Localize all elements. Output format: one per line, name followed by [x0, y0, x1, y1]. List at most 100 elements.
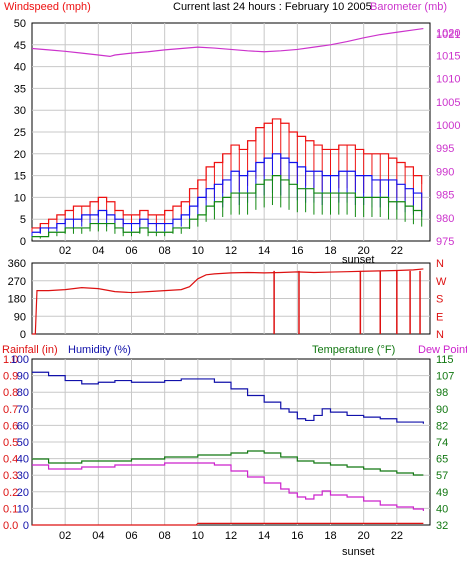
wind-xtick-18: 18 [324, 245, 336, 257]
wind-xtick-08: 08 [159, 245, 171, 257]
baro-tick-1010: 1010 [436, 74, 460, 86]
clim-xtick-12: 12 [225, 530, 237, 542]
dir-compass-3: E [436, 311, 443, 323]
temp-tick-49: 49 [436, 487, 448, 499]
hum-tick-40: 40 [17, 454, 29, 466]
hum-tick-30: 30 [17, 470, 29, 482]
wind-xtick-10: 10 [192, 245, 204, 257]
wind-tick-10: 10 [14, 192, 26, 204]
temp-tick-65: 65 [436, 454, 448, 466]
wind-tick-20: 20 [14, 149, 26, 161]
baro-tick-top: 1021 [436, 29, 460, 41]
baro-tick-1020: 1020 [436, 27, 460, 39]
clim-xtick-22: 22 [391, 530, 403, 542]
wind-tick-30: 30 [14, 105, 26, 117]
dir-series [32, 268, 424, 335]
wind-series-wind_green [32, 175, 423, 238]
clim-xtick-20: 20 [358, 530, 370, 542]
wind-tick-25: 25 [14, 127, 26, 139]
clim-xtick-08: 08 [159, 530, 171, 542]
temp-tick-82: 82 [436, 420, 448, 432]
sunset-label-top: sunset [342, 254, 374, 266]
clim-series-rain [32, 522, 424, 526]
wind-xtick-04: 04 [92, 245, 104, 257]
rain-tick-0.0: 0.0 [3, 520, 18, 532]
barometer-axis-label: Barometer (mb) [370, 1, 447, 13]
clim-xtick-18: 18 [324, 530, 336, 542]
wind-xtick-14: 14 [258, 245, 270, 257]
temp-tick-57: 57 [436, 470, 448, 482]
clim-xtick-02: 02 [59, 530, 71, 542]
rain-tick-0.3: 0.3 [3, 470, 18, 482]
dir-tick-270: 270 [8, 276, 26, 288]
windspeed-axis-label: Windspeed (mph) [4, 1, 91, 13]
dir-compass-4: N [436, 329, 444, 341]
humidity-axis-label: Humidity (%) [68, 344, 131, 356]
temp-tick-32: 32 [436, 520, 448, 532]
temp-tick-74: 74 [436, 437, 448, 449]
wind-tick-45: 45 [14, 40, 26, 52]
wind-series-barometer [31, 27, 424, 58]
dir-tick-90: 90 [14, 311, 26, 323]
wind-xtick-02: 02 [59, 245, 71, 257]
rain-tick-0.5: 0.5 [3, 437, 18, 449]
rain-tick-0.2: 0.2 [3, 487, 18, 499]
dir-compass-1: W [436, 276, 447, 288]
hum-tick-80: 80 [17, 387, 29, 399]
temperature-axis-label: Temperature (°F) [312, 344, 395, 356]
temp-tick-40: 40 [436, 503, 448, 515]
hum-tick-60: 60 [17, 420, 29, 432]
wind-xtick-12: 12 [225, 245, 237, 257]
hum-tick-70: 70 [17, 404, 29, 416]
rain-tick-0.7: 0.7 [3, 404, 18, 416]
hum-tick-100: 100 [11, 354, 29, 366]
clim-xtick-06: 06 [125, 530, 137, 542]
wind-tick-5: 5 [20, 214, 26, 226]
rainfall-axis-label: Rainfall (in) [2, 344, 58, 356]
dir-tick-0: 0 [20, 329, 26, 341]
clim-series-temperature [32, 450, 424, 476]
rain-tick-0.1: 0.1 [3, 503, 18, 515]
rain-tick-0.8: 0.8 [3, 387, 18, 399]
rain-tick-1.0: 1.0 [3, 354, 18, 366]
wind-tick-0: 0 [20, 236, 26, 248]
dir-tick-360: 360 [8, 258, 26, 270]
dir-compass-0: N [436, 258, 444, 270]
rain-tick-0.4: 0.4 [3, 454, 18, 466]
hum-tick-50: 50 [17, 437, 29, 449]
wind-xtick-16: 16 [291, 245, 303, 257]
clim-xtick-16: 16 [291, 530, 303, 542]
baro-tick-980: 980 [436, 213, 454, 225]
chart-title: Current last 24 hours : February 10 2005 [173, 1, 372, 13]
dewpoint-axis-label: Dew Point [418, 344, 467, 356]
baro-tick-1015: 1015 [436, 50, 460, 62]
dir-compass-2: S [436, 294, 443, 306]
clim-series-humidity [32, 371, 424, 424]
wind-tick-15: 15 [14, 171, 26, 183]
hum-tick-0: 0 [23, 520, 29, 532]
clim-xtick-10: 10 [192, 530, 204, 542]
wind-tick-35: 35 [14, 83, 26, 95]
baro-tick-990: 990 [436, 166, 454, 178]
hum-tick-20: 20 [17, 487, 29, 499]
hum-tick-90: 90 [17, 371, 29, 383]
clim-xtick-14: 14 [258, 530, 270, 542]
baro-tick-1000: 1000 [436, 120, 460, 132]
wind-xtick-06: 06 [125, 245, 137, 257]
baro-tick-995: 995 [436, 143, 454, 155]
temp-tick-107: 107 [436, 371, 454, 383]
wind-xtick-22: 22 [391, 245, 403, 257]
rain-tick-0.6: 0.6 [3, 420, 18, 432]
baro-tick-975: 975 [436, 236, 454, 248]
wind-tick-50: 50 [14, 18, 26, 30]
temp-tick-98: 98 [436, 387, 448, 399]
baro-tick-985: 985 [436, 190, 454, 202]
wind-tick-40: 40 [14, 62, 26, 74]
temp-tick-115: 115 [436, 354, 454, 366]
temp-tick-90: 90 [436, 404, 448, 416]
clim-series-dewpoint [32, 462, 424, 511]
rain-tick-0.9: 0.9 [3, 371, 18, 383]
hum-tick-10: 10 [17, 503, 29, 515]
